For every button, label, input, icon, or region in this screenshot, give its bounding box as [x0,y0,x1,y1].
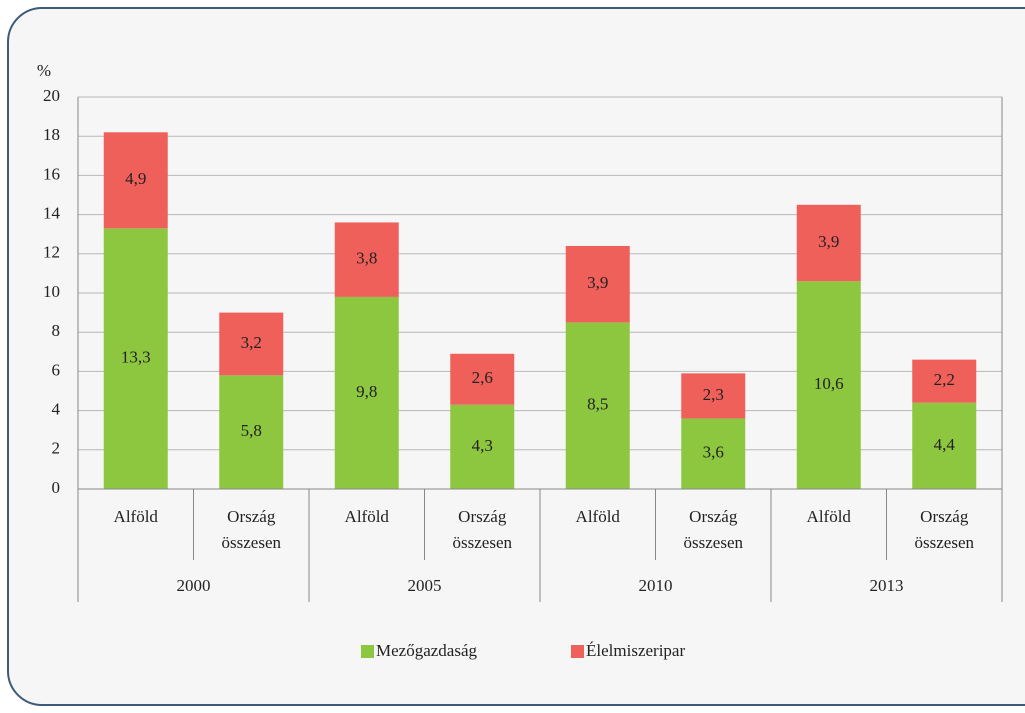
group-label: 2000 [177,576,211,595]
y-axis-label: % [37,61,51,80]
bar-segment [103,132,168,229]
y-tick-label: 6 [52,360,61,379]
y-tick-label: 4 [52,400,61,419]
data-label: 4,3 [472,436,493,455]
x-tick-label: Alföld [807,507,852,526]
bar-segment [565,245,630,323]
y-tick-label: 10 [43,282,60,301]
legend-swatch [571,645,584,658]
bar-segment [334,222,399,297]
label-line: összesen [222,533,282,552]
data-label: 9,8 [356,382,377,401]
data-label: 4,4 [934,435,956,454]
bar-segment [450,353,515,405]
data-label: 3,6 [703,443,724,462]
legend-swatch [361,645,374,658]
bar-segment [450,404,515,489]
legend-label: Élelmiszeripar [586,641,685,660]
data-label: 4,9 [125,169,146,188]
bar-segment [912,359,977,403]
x-tick-label: Alföld [345,507,390,526]
bar-segment [219,312,284,376]
y-tick-label: 20 [43,86,60,105]
x-tick-label: Alföld [576,507,621,526]
bar-segment [219,375,284,489]
bar-segment [565,322,630,489]
label-line: Ország [689,507,738,526]
data-label: 13,3 [121,348,151,367]
data-label: 8,5 [587,395,608,414]
legend-label: Mezőgazdaság [376,641,478,660]
data-label: 3,8 [356,249,377,268]
group-label: 2013 [870,576,904,595]
label-line: összesen [915,533,975,552]
bar-segment [796,204,861,282]
x-tick-label: Ország összesen [453,507,513,552]
data-label: 5,8 [241,421,262,440]
y-tick-label: 12 [43,243,60,262]
y-tick-label: 18 [43,125,60,144]
x-tick-label: Ország összesen [684,507,744,552]
x-tick-label: Ország összesen [915,507,975,552]
label-line: Ország [920,507,969,526]
y-tick-label: 14 [43,204,61,223]
label-line: Ország [227,507,276,526]
label-line: összesen [684,533,744,552]
bar-segment [912,402,977,489]
data-label: 2,2 [934,370,955,389]
y-tick-label: 8 [52,321,61,340]
y-tick-label: 2 [52,439,61,458]
bar-segment [796,281,861,489]
data-label: 3,2 [241,333,262,352]
bar-segment [681,418,746,489]
label-line: összesen [453,533,513,552]
data-label: 2,3 [703,385,724,404]
group-label: 2005 [408,576,442,595]
data-label: 2,6 [472,368,493,387]
y-tick-label: 0 [52,478,61,497]
bar-segment [681,373,746,419]
data-label: 3,9 [587,273,608,292]
group-label: 2010 [639,576,673,595]
label-line: Ország [458,507,507,526]
x-tick-label: Ország összesen [222,507,282,552]
data-label: 10,6 [814,374,844,393]
y-tick-label: 16 [43,164,60,183]
bar-segment [103,228,168,489]
data-label: 3,9 [818,232,839,251]
bar-segment [334,296,399,489]
x-tick-label: Alföld [114,507,159,526]
